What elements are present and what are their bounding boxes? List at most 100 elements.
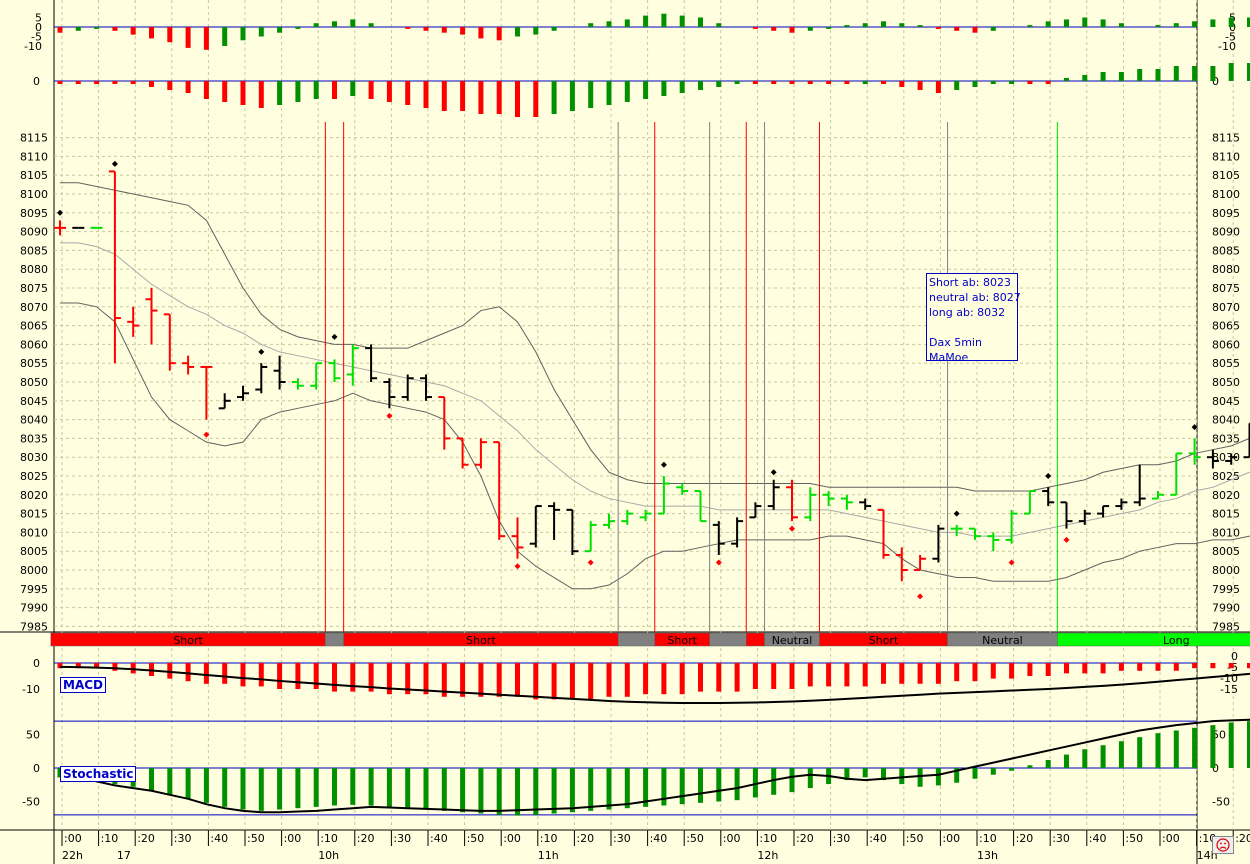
time-tick-label: :50 — [906, 832, 924, 845]
stoch-tick-right: -50 — [1212, 796, 1230, 809]
price-tick-right: 8040 — [1212, 414, 1240, 427]
time-major-label: 22h — [62, 849, 83, 862]
osc1-tick-left: 0 — [35, 21, 42, 34]
price-tick-left: 8110 — [20, 150, 48, 163]
price-tick-right: 8075 — [1212, 282, 1240, 295]
regime-segment — [325, 632, 344, 647]
osc1-tick-right: -10 — [1218, 40, 1236, 53]
price-tick-right: 8045 — [1212, 395, 1240, 408]
osc2-tick-right: 0 — [1212, 75, 1219, 88]
price-tick-right: 8110 — [1212, 150, 1240, 163]
time-tick-label: :20 — [137, 832, 155, 845]
time-major-label: 13h — [977, 849, 998, 862]
time-tick-label: :20 — [796, 832, 814, 845]
info-line: Dax 5min — [929, 336, 982, 349]
time-tick-label: :30 — [174, 832, 192, 845]
price-tick-left: 8045 — [20, 395, 48, 408]
price-tick-left: 8035 — [20, 432, 48, 445]
price-tick-right: 8005 — [1212, 545, 1240, 558]
time-tick-label: :40 — [430, 832, 448, 845]
price-tick-left: 8030 — [20, 451, 48, 464]
signal-dot — [587, 559, 594, 566]
time-tick-label: :10 — [320, 832, 338, 845]
price-tick-left: 8115 — [20, 132, 48, 145]
price-tick-left: 8060 — [20, 338, 48, 351]
price-tick-right: 8085 — [1212, 244, 1240, 257]
price-tick-right: 8080 — [1212, 263, 1240, 276]
time-tick-label: :00 — [284, 832, 302, 845]
price-tick-left: 8080 — [20, 263, 48, 276]
signal-dot — [1045, 473, 1052, 479]
price-tick-right: 8010 — [1212, 526, 1240, 539]
signal-dot — [789, 525, 795, 532]
time-tick-label: :10 — [759, 832, 777, 845]
stoch-tick-left: 50 — [26, 729, 40, 742]
time-tick-label: :50 — [467, 832, 485, 845]
sad-face-icon[interactable] — [1212, 836, 1234, 854]
price-tick-right: 8065 — [1212, 320, 1240, 333]
osc1-tick-right: 0 — [1229, 21, 1236, 34]
time-tick-label: :00 — [64, 832, 82, 845]
signal-dot — [953, 510, 960, 517]
stoch-k-line — [59, 718, 1250, 814]
price-tick-right: 8000 — [1212, 564, 1240, 577]
price-tick-right: 8050 — [1212, 376, 1240, 389]
info-line: neutral ab: 8027 — [929, 291, 1021, 304]
regime-label: Neutral — [982, 634, 1023, 647]
regime-label: Short — [869, 634, 899, 647]
time-tick-label: :30 — [613, 832, 631, 845]
time-tick-label: :20 — [1235, 832, 1250, 845]
macd-tick-left: 0 — [33, 657, 40, 670]
regime-label: Long — [1163, 634, 1190, 647]
price-tick-left: 7985 — [20, 620, 48, 633]
price-tick-left: 8050 — [20, 376, 48, 389]
stoch-tick-right: 0 — [1212, 762, 1219, 775]
price-tick-right: 8035 — [1212, 432, 1240, 445]
price-tick-right: 7985 — [1212, 620, 1240, 633]
time-tick-label: :50 — [247, 832, 265, 845]
macd-signal-line — [59, 665, 1250, 705]
time-major-label: 10h — [318, 849, 339, 862]
time-tick-label: :40 — [869, 832, 887, 845]
signal-dot — [203, 431, 210, 438]
osc2-tick-left: 0 — [33, 75, 40, 88]
time-tick-label: :30 — [1052, 832, 1070, 845]
price-tick-left: 8105 — [20, 169, 48, 182]
price-tick-left: 8100 — [20, 188, 48, 201]
time-tick-label: :40 — [650, 832, 668, 845]
price-tick-left: 8095 — [20, 207, 48, 220]
price-tick-right: 8070 — [1212, 301, 1240, 314]
time-tick-label: :00 — [942, 832, 960, 845]
macd-label: MACD — [60, 677, 106, 693]
price-tick-left: 8000 — [20, 564, 48, 577]
price-tick-left: 8070 — [20, 301, 48, 314]
time-tick-label: :50 — [1125, 832, 1143, 845]
price-tick-right: 8105 — [1212, 169, 1240, 182]
price-tick-left: 8015 — [20, 508, 48, 521]
signal-dot — [57, 209, 63, 216]
macd-tick-right: 0 — [1231, 650, 1238, 663]
regime-segment — [709, 632, 747, 647]
osc1-tick-left: -10 — [24, 40, 42, 53]
regime-segment — [746, 632, 765, 647]
time-tick-label: :20 — [357, 832, 375, 845]
regime-label: Neutral — [772, 634, 813, 647]
osc1-tick-left: -5 — [31, 31, 42, 44]
time-tick-label: :10 — [1199, 832, 1217, 845]
regime-label: Short — [173, 634, 203, 647]
signal-dot — [715, 559, 722, 566]
time-tick-label: :40 — [1089, 832, 1107, 845]
price-tick-left: 8020 — [20, 489, 48, 502]
macd-tick-left: -10 — [22, 683, 40, 696]
stoch-tick-left: -50 — [22, 796, 40, 809]
time-tick-label: :20 — [1016, 832, 1034, 845]
regime-segment — [617, 632, 656, 647]
time-major-label: 11h — [538, 849, 559, 862]
signal-dot — [770, 469, 777, 476]
price-tick-right: 7990 — [1212, 602, 1240, 615]
time-tick-label: :00 — [503, 832, 521, 845]
signal-dot — [1063, 536, 1070, 543]
regime-label: Short — [466, 634, 496, 647]
